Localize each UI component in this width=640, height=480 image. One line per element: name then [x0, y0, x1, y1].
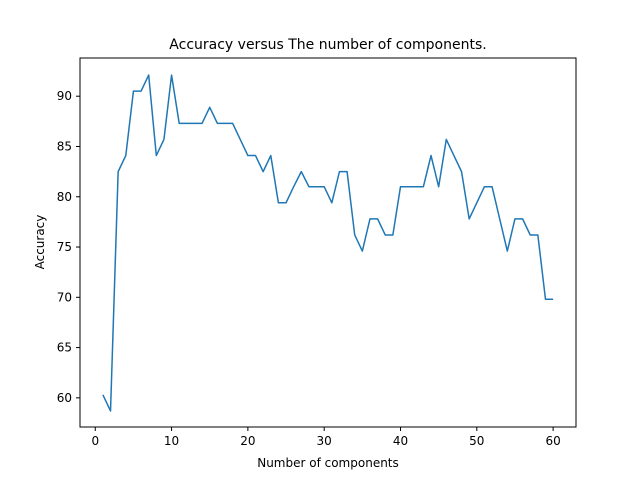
x-axis-label: Number of components: [257, 456, 399, 470]
y-axis-label: Accuracy: [33, 215, 47, 270]
series-line-0: [102, 74, 554, 412]
x-tick-label: 60: [545, 434, 560, 448]
plot-frame: [79, 57, 577, 428]
x-tick-label: 40: [393, 434, 408, 448]
x-axis-ticks: 0 10 20 30 40 50 60: [91, 427, 561, 448]
chart-title: Accuracy versus The number of components…: [169, 37, 486, 53]
x-tick-label: 20: [240, 434, 255, 448]
y-axis-ticks: 60 65 70 75 80 85 90: [57, 89, 80, 405]
y-tick-label: 60: [57, 391, 72, 405]
x-tick-label: 30: [317, 434, 332, 448]
y-tick-label: 75: [57, 240, 72, 254]
x-tick-label: 50: [469, 434, 484, 448]
y-tick-label: 85: [57, 139, 72, 153]
x-tick-label: 10: [164, 434, 179, 448]
y-tick-label: 80: [57, 190, 72, 204]
y-tick-label: 65: [57, 341, 72, 355]
y-tick-label: 70: [57, 290, 72, 304]
y-tick-label: 90: [57, 89, 72, 103]
series-layer: [102, 74, 554, 412]
x-tick-label: 0: [91, 434, 99, 448]
